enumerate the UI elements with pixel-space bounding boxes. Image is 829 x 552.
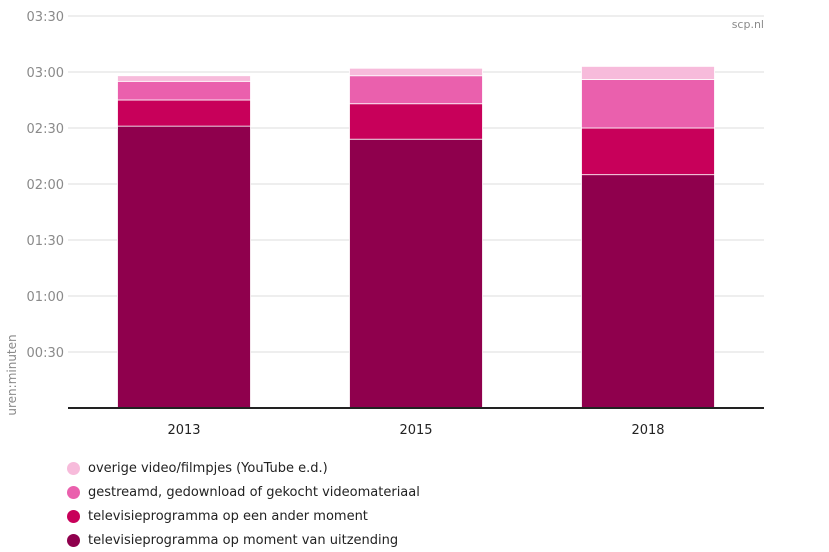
bar-segment (117, 99, 251, 127)
bar-segment (349, 138, 483, 409)
legend-item: gestreamd, gedownload of gekocht videoma… (64, 480, 420, 504)
bar-segment (117, 75, 251, 82)
y-axis-label: uren:minuten (5, 334, 19, 415)
legend: overige video/filmpjes (YouTube e.d.) ges… (64, 456, 420, 552)
legend-label: televisieprogramma op een ander moment (88, 508, 368, 524)
x-tick-label: 2018 (631, 423, 664, 438)
bars (117, 66, 715, 409)
legend-label: televisieprogramma op moment van uitzend… (88, 532, 399, 548)
y-tick-labels: 00:30 01:00 01:30 02:00 02:30 03:00 03:30 (27, 10, 64, 361)
bar-segment (581, 66, 715, 80)
legend-item: televisieprogramma op moment van uitzend… (64, 528, 420, 552)
bar-segment (581, 127, 715, 176)
x-tick-label: 2015 (399, 423, 432, 438)
x-tick-labels: 2013 2015 2018 (167, 423, 664, 438)
legend-label: overige video/filmpjes (YouTube e.d.) (88, 460, 328, 476)
legend-swatch (67, 533, 80, 547)
legend-swatch (67, 485, 80, 499)
bar-segment (581, 79, 715, 129)
legend-swatch (67, 509, 80, 523)
bar-segment (349, 75, 483, 105)
bar-segment (349, 103, 483, 140)
legend-swatch (67, 461, 80, 475)
y-tick-label: 00:30 (27, 346, 64, 361)
y-tick-label: 02:00 (27, 178, 64, 193)
x-tick-label: 2013 (167, 423, 200, 438)
legend-item: overige video/filmpjes (YouTube e.d.) (64, 456, 420, 480)
y-tick-label: 01:30 (27, 234, 64, 249)
bar-segment (349, 67, 483, 77)
legend-item: televisieprogramma op een ander moment (64, 504, 420, 528)
y-tick-label: 02:30 (27, 122, 64, 137)
y-tick-label: 03:00 (27, 66, 64, 81)
source-label: scp.nl (732, 18, 764, 31)
legend-label: gestreamd, gedownload of gekocht videoma… (88, 484, 420, 500)
bar-segment (117, 80, 251, 101)
bar-segment (117, 125, 251, 409)
bar-segment (581, 174, 715, 409)
y-tick-label: 03:30 (27, 10, 64, 25)
y-tick-label: 01:00 (27, 290, 64, 305)
